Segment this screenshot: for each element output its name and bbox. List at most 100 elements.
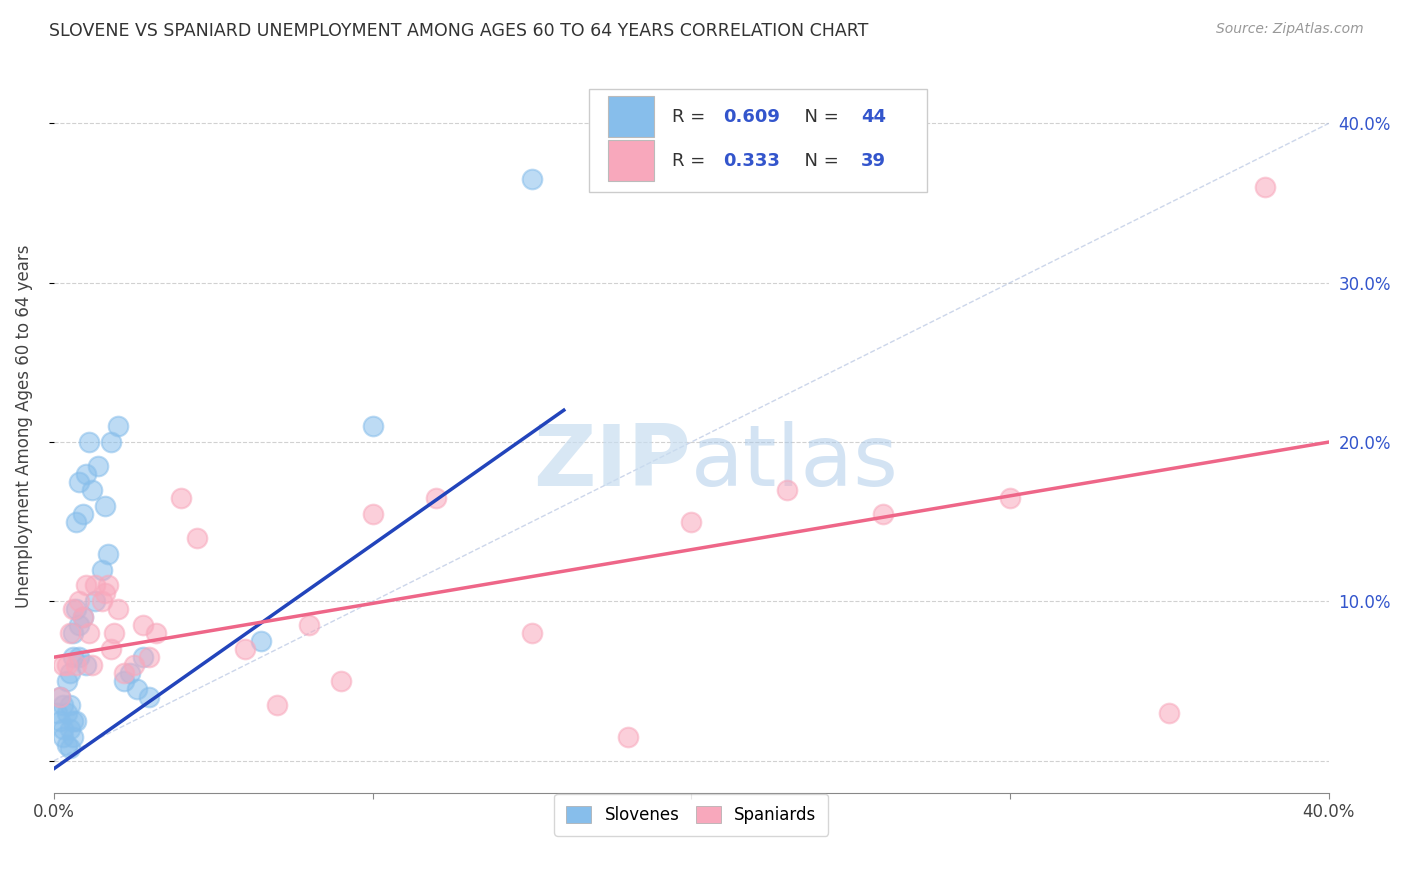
Point [90, 563, 112, 577]
Point [67, 618, 90, 632]
Point [97, 578, 120, 592]
Point [72, 610, 94, 624]
Point [107, 419, 129, 434]
Point [107, 602, 129, 616]
Point [100, 642, 122, 657]
Point [361, 419, 384, 434]
Point [75, 467, 97, 481]
Point [84, 578, 107, 592]
Point [233, 642, 256, 657]
Point [59, 666, 82, 681]
Point [94, 586, 117, 600]
Point [145, 626, 167, 640]
Point [59, 741, 82, 756]
Point [100, 435, 122, 450]
Point [122, 658, 145, 673]
Point [62, 650, 84, 665]
Point [62, 626, 84, 640]
Point [776, 483, 799, 497]
Point [84, 594, 107, 608]
Point [425, 491, 447, 505]
FancyBboxPatch shape [609, 140, 654, 181]
Text: N =: N = [793, 152, 845, 169]
Point [298, 618, 321, 632]
Point [49, 690, 72, 704]
Text: Source: ZipAtlas.com: Source: ZipAtlas.com [1216, 22, 1364, 37]
Point [52, 722, 75, 736]
Point [52, 730, 75, 744]
Point [138, 690, 160, 704]
Point [62, 730, 84, 744]
Point [872, 507, 894, 521]
Text: ZIP: ZIP [533, 421, 692, 504]
Point [55, 658, 77, 673]
Point [49, 714, 72, 728]
Point [1159, 706, 1181, 720]
Point [62, 714, 84, 728]
Point [1254, 180, 1277, 194]
Point [112, 666, 135, 681]
Point [75, 578, 97, 592]
Point [52, 698, 75, 712]
Point [59, 698, 82, 712]
FancyBboxPatch shape [609, 96, 654, 137]
Y-axis label: Unemployment Among Ages 60 to 64 years: Unemployment Among Ages 60 to 64 years [15, 244, 32, 607]
FancyBboxPatch shape [589, 89, 927, 192]
Point [80, 658, 103, 673]
Point [681, 515, 703, 529]
Point [67, 594, 90, 608]
Legend: Slovenes, Spaniards: Slovenes, Spaniards [554, 794, 828, 836]
Text: 44: 44 [860, 108, 886, 126]
Text: 39: 39 [860, 152, 886, 169]
Point [94, 499, 117, 513]
Text: 0.609: 0.609 [723, 108, 780, 126]
Point [77, 626, 100, 640]
Point [97, 547, 120, 561]
Point [90, 594, 112, 608]
Point [80, 483, 103, 497]
Point [55, 674, 77, 689]
Text: R =: R = [672, 152, 711, 169]
Point [87, 458, 110, 473]
Point [138, 650, 160, 665]
Point [266, 698, 288, 712]
Point [67, 650, 90, 665]
Point [250, 634, 273, 648]
Text: atlas: atlas [692, 421, 900, 504]
Point [59, 722, 82, 736]
Point [77, 435, 100, 450]
Point [72, 507, 94, 521]
Point [49, 690, 72, 704]
Point [55, 738, 77, 752]
Point [520, 626, 543, 640]
Point [120, 666, 142, 681]
Point [52, 658, 75, 673]
Point [59, 626, 82, 640]
Point [616, 730, 638, 744]
Point [62, 602, 84, 616]
Point [65, 515, 87, 529]
Text: N =: N = [793, 108, 845, 126]
Point [361, 507, 384, 521]
Point [132, 650, 155, 665]
Text: 0.333: 0.333 [723, 152, 780, 169]
Point [186, 531, 208, 545]
Point [998, 491, 1021, 505]
Point [132, 618, 155, 632]
Point [112, 674, 135, 689]
Point [65, 714, 87, 728]
Point [125, 682, 148, 697]
Point [67, 475, 90, 489]
Point [520, 172, 543, 186]
Point [170, 491, 193, 505]
Point [329, 674, 352, 689]
Point [75, 658, 97, 673]
Point [72, 610, 94, 624]
Text: R =: R = [672, 108, 711, 126]
Point [46, 706, 69, 720]
Point [55, 706, 77, 720]
Text: SLOVENE VS SPANIARD UNEMPLOYMENT AMONG AGES 60 TO 64 YEARS CORRELATION CHART: SLOVENE VS SPANIARD UNEMPLOYMENT AMONG A… [49, 22, 869, 40]
Point [103, 626, 125, 640]
Point [65, 602, 87, 616]
Point [65, 658, 87, 673]
